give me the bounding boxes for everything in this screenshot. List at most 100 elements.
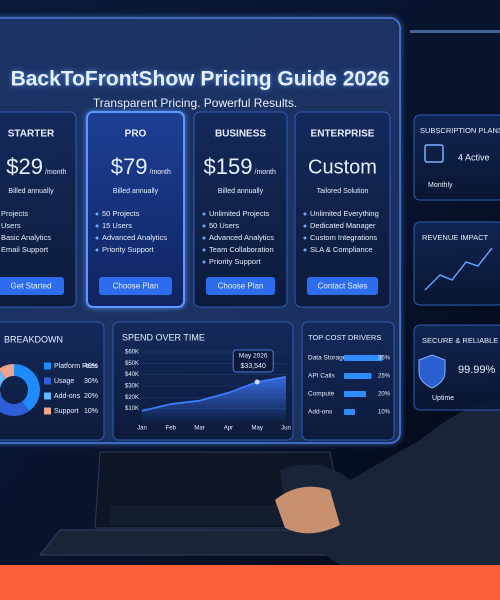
plan-price: Custom [308, 156, 377, 178]
legend-swatch [44, 377, 51, 385]
calendar-icon [424, 144, 444, 163]
plan-button[interactable] [307, 277, 378, 295]
annotation-label: May 2026 [239, 353, 268, 360]
revenue-panel [413, 221, 500, 306]
x-tick-label: Feb [166, 426, 177, 432]
legend-name: Platform Fees [54, 363, 98, 370]
feature-bullet [303, 212, 307, 216]
panel-text: 4 Active [458, 152, 490, 162]
panel-text: Monthly [428, 182, 453, 189]
driver-value: 35% [378, 356, 391, 362]
feature-bullet [303, 248, 307, 252]
driver-bar [344, 355, 383, 361]
feature-bullet [202, 224, 206, 228]
driver-name: API Calls [308, 373, 335, 380]
feature-bullet [95, 248, 99, 252]
plan-feature: 50 Users [209, 221, 239, 230]
x-tick-label: Mar [194, 426, 204, 432]
feature-bullet [303, 224, 307, 228]
y-tick-label: $50K [125, 361, 139, 367]
x-tick-label: May [252, 426, 263, 432]
trend-line [424, 247, 493, 291]
legend-name: Usage [54, 378, 74, 385]
y-tick-label: $40K [125, 372, 139, 378]
driver-bar [344, 373, 372, 379]
y-tick-label: $60K [125, 350, 139, 356]
hand [275, 486, 340, 534]
x-tick-label: Jun [281, 426, 291, 432]
driver-name: Add-ons [308, 409, 333, 416]
legend-swatch [44, 362, 51, 370]
plan-feature: Unlimited Everything [310, 209, 379, 218]
subscription-panel [413, 114, 500, 201]
panel-title: TOP COST DRIVERS [308, 333, 381, 342]
uptime-value: 99.99% [458, 364, 496, 376]
plan-feature: Advanced Analytics [102, 233, 167, 242]
plan-feature: Advanced Analytics [209, 233, 274, 242]
plan-period: /month [255, 169, 277, 176]
y-tick-label: $20K [125, 395, 139, 401]
driver-value: 25% [378, 374, 391, 380]
plan-card [193, 111, 288, 308]
driver-value: 20% [378, 392, 391, 398]
title: BackToFrontShow Pricing Guide 2026 [11, 68, 390, 91]
legend-name: Support [54, 408, 79, 415]
panel-title: SUBSCRIPTION PLANS [420, 126, 500, 135]
plan-card [294, 111, 391, 308]
plan-price: $29 [6, 154, 43, 179]
plan-button[interactable] [99, 277, 172, 295]
plan-price: $159 [204, 154, 253, 179]
plan-button[interactable] [0, 277, 64, 295]
plan-period: /month [45, 169, 67, 176]
legend-swatch [44, 392, 51, 400]
drivers-panel [301, 321, 395, 441]
plan-billing: Billed annually [113, 188, 159, 195]
x-tick-label: Jan [137, 426, 147, 432]
panel-title: SECURE & RELIABLE [422, 336, 498, 345]
plan-feature: Email Support [1, 245, 49, 254]
plan-feature: 50 Projects [102, 209, 140, 218]
plan-billing: Billed annually [218, 188, 264, 195]
plan-feature: Priority Support [102, 245, 155, 254]
plan-period: /month [150, 169, 172, 176]
plan-feature: 15 Users [102, 221, 132, 230]
legend-value: 20% [84, 393, 98, 400]
plan-card [0, 111, 77, 308]
feature-bullet [95, 212, 99, 216]
legend-swatch [44, 407, 51, 415]
plan-name: PRO [125, 129, 147, 140]
ceiling-light [410, 30, 500, 33]
plan-price: $79 [111, 154, 148, 179]
y-tick-label: $10K [125, 406, 139, 412]
plan-feature: Basic Analytics [1, 233, 51, 242]
content: STARTER $29/month Billed annually Projects U… [0, 111, 500, 441]
plan-button-label: Contact Sales [318, 282, 368, 291]
keyboard [110, 505, 330, 525]
donut-slice [0, 364, 14, 379]
plan-button[interactable] [206, 277, 275, 295]
legend-value: 40% [84, 363, 98, 370]
legend-value: 30% [84, 378, 98, 385]
plan-feature: Priority Support [209, 257, 262, 266]
plan-button-label: Get Started [11, 282, 52, 291]
plan-feature: Users [1, 221, 21, 230]
footer-bar [0, 565, 500, 600]
spend-area [142, 376, 286, 420]
plan-feature: Dedicated Manager [310, 221, 376, 230]
donut-slice [14, 364, 40, 412]
subtitle: Transparent Pricing. Powerful Results. [93, 96, 297, 110]
feature-bullet [202, 260, 206, 264]
plan-button-label: Choose Plan [218, 282, 264, 291]
panel-title: BREAKDOWN [4, 334, 63, 344]
plan-name: ENTERPRISE [311, 129, 375, 140]
annotation-value: $33,540 [241, 363, 266, 370]
panel-title: REVENUE IMPACT [422, 233, 489, 242]
plan-billing: Billed annually [8, 188, 54, 195]
plan-button-label: Choose Plan [113, 282, 159, 291]
spend-point [254, 379, 260, 385]
feature-bullet [95, 236, 99, 240]
feature-bullet [202, 236, 206, 240]
plan-feature: Team Collaboration [209, 245, 274, 254]
